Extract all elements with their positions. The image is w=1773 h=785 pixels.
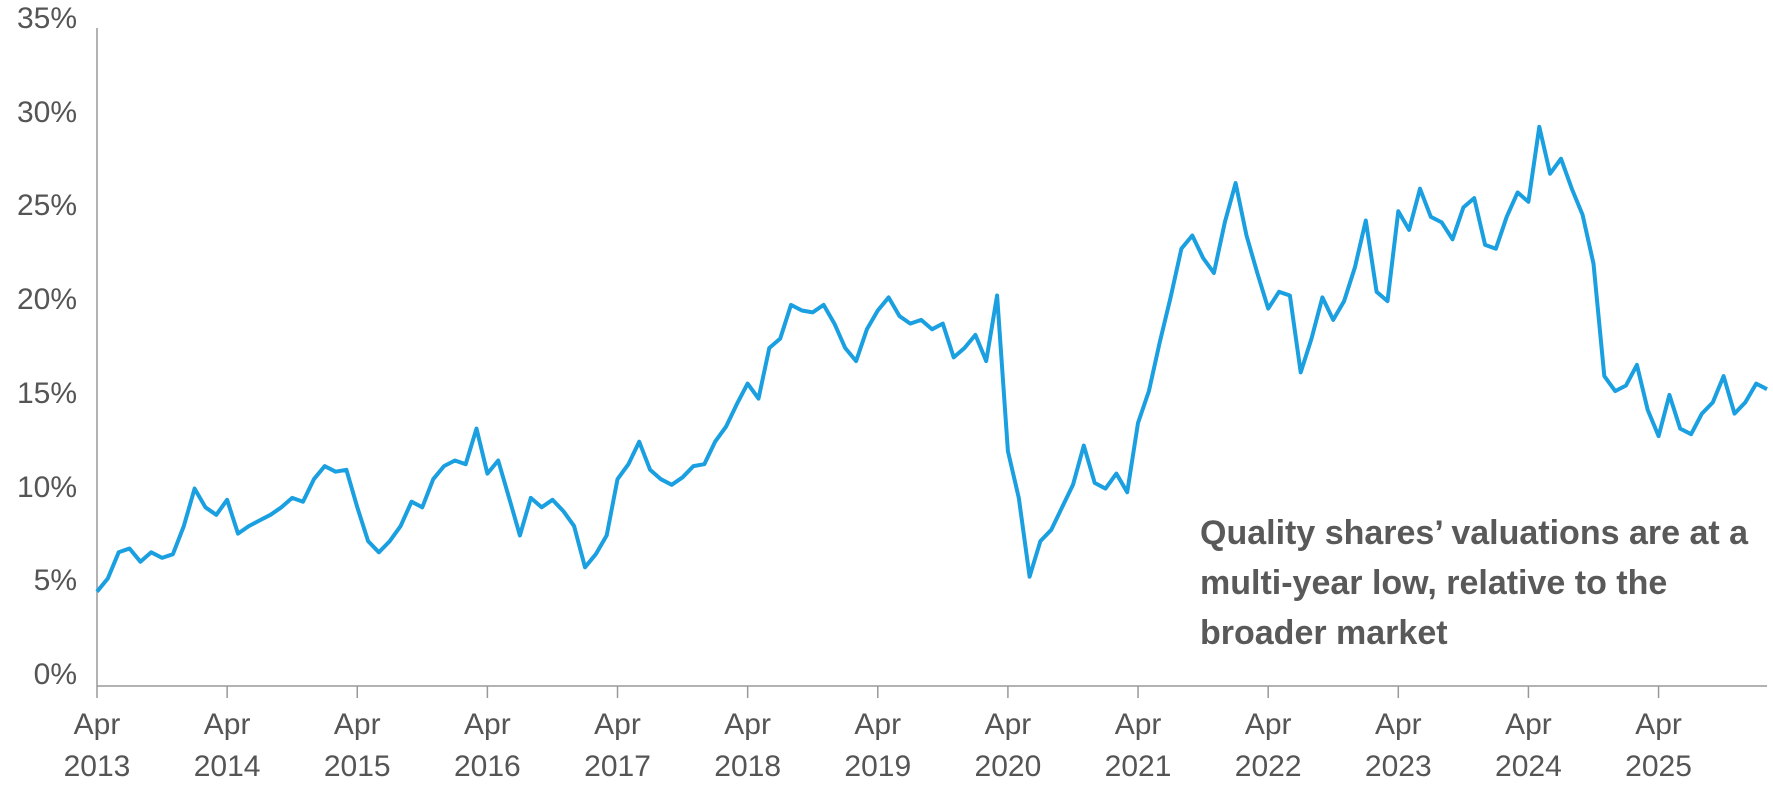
x-tick-label: Apr 2015 [323, 708, 391, 783]
x-tick-label: Apr 2022 [1234, 708, 1302, 783]
line [95, 124, 1768, 593]
x-tick-label: Apr 2017 [584, 708, 651, 783]
x-tick-label: Apr 2025 [1625, 708, 1692, 783]
y-tick-label: 20% [16, 283, 77, 317]
x-tick-label: Apr 2014 [193, 708, 261, 783]
x-tick-label: Apr 2023 [1364, 708, 1432, 783]
x-tick-label: Apr 2021 [1104, 708, 1172, 783]
x-tick-label: Apr 2024 [1495, 708, 1562, 783]
x-tick-label: Apr 2019 [844, 708, 912, 783]
x-tick-label: Apr 2013 [63, 708, 131, 783]
x-tick-label: Apr 2020 [974, 708, 1042, 783]
y-tick-label: 25% [16, 189, 77, 223]
annotation: Quality shares’ valuations are at a mult… [1200, 514, 1749, 652]
y-tick-label: 10% [16, 470, 77, 504]
x-tick-label: Apr 2018 [714, 708, 782, 783]
y-tick-label: 15% [16, 376, 77, 410]
y-tick-label: 5% [33, 564, 77, 598]
y-tick-label: 0% [33, 658, 77, 691]
y-tick-label: 35% [16, 2, 77, 35]
y-tick-label: 30% [16, 95, 77, 129]
x-tick-label: Apr 2016 [454, 708, 521, 783]
